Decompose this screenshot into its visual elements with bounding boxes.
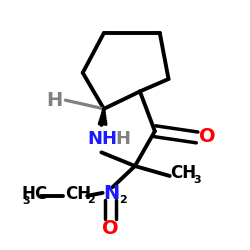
Text: 2: 2 [87, 195, 94, 205]
Text: H: H [115, 130, 130, 148]
Text: NH: NH [88, 130, 118, 148]
Text: H: H [46, 91, 62, 110]
Text: CH: CH [65, 185, 91, 203]
Text: H: H [22, 185, 36, 203]
Text: 3: 3 [22, 196, 30, 206]
Text: 3: 3 [193, 176, 201, 186]
Text: C: C [34, 185, 46, 203]
Text: 2: 2 [119, 195, 127, 205]
Text: N: N [103, 184, 120, 203]
Text: O: O [199, 128, 215, 146]
Text: CH: CH [170, 164, 196, 182]
Text: O: O [102, 219, 118, 238]
